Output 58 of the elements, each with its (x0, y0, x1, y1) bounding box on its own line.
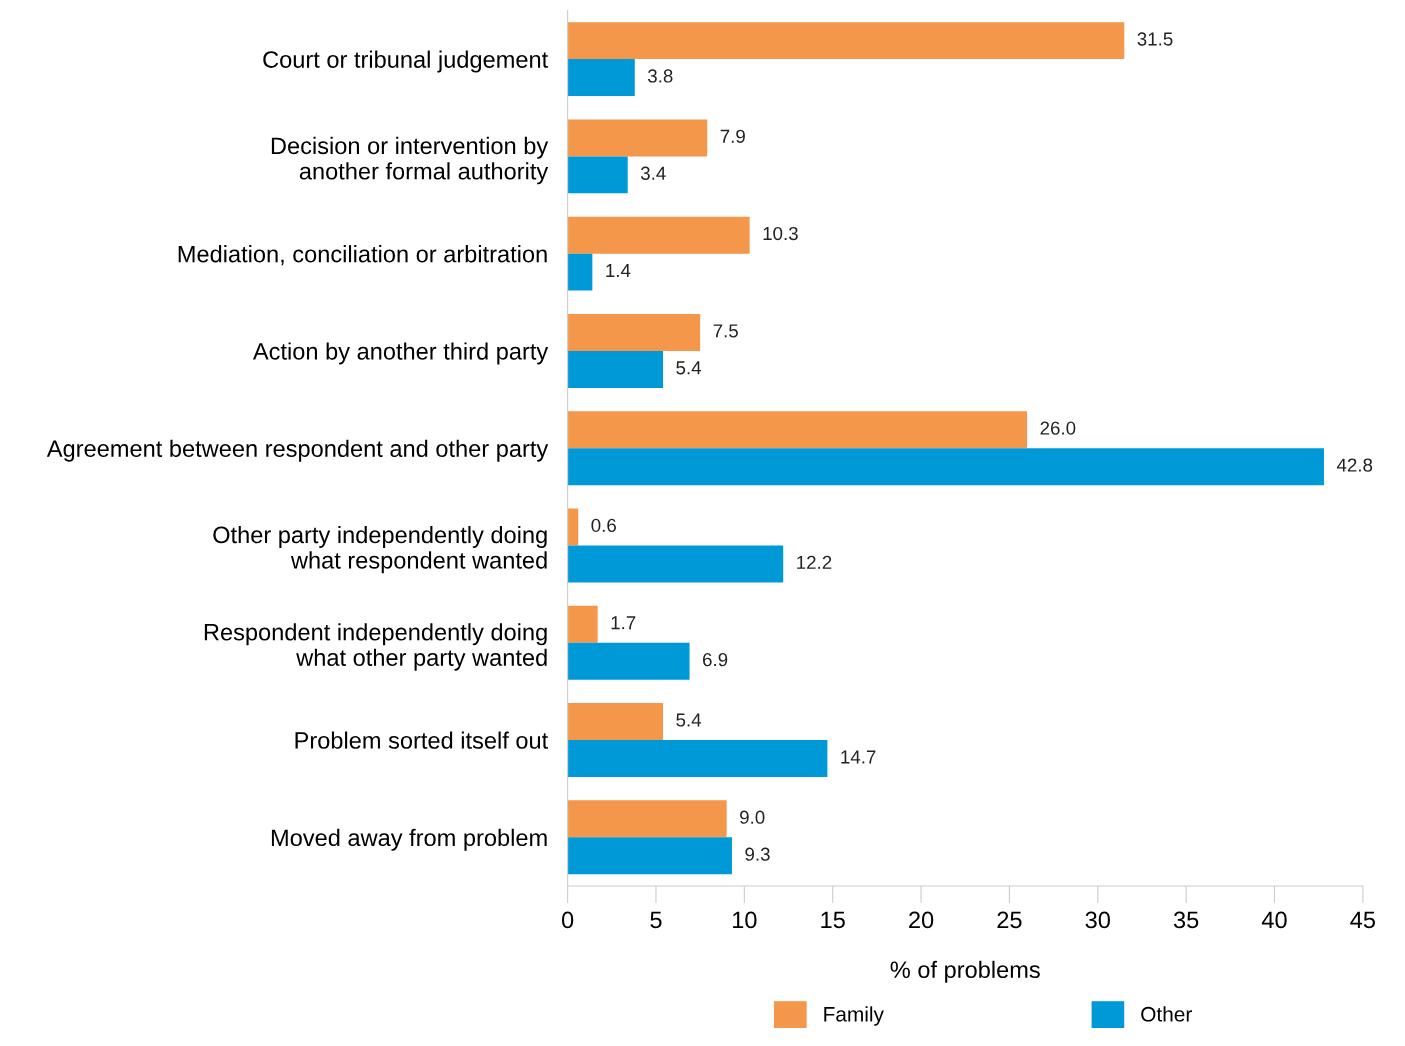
data-label: 10.3 (763, 226, 798, 241)
data-label: 3.8 (647, 69, 673, 83)
legend-label: Family (824, 1006, 884, 1026)
data-label: 0.6 (591, 518, 616, 533)
legend-label: Other (1141, 1006, 1192, 1022)
data-label: 1.4 (606, 264, 631, 277)
x-tick-label: 5 (650, 911, 662, 929)
bar (567, 156, 628, 194)
bar (567, 605, 598, 643)
y-tick-label: Mediation, conciliation or arbitration (178, 245, 547, 266)
data-label: 9.3 (745, 847, 770, 861)
x-tick-label: 25 (997, 911, 1022, 929)
x-tick-label: 40 (1261, 911, 1287, 929)
bar (567, 350, 664, 388)
data-label: 7.5 (713, 324, 738, 338)
x-tick-label: 30 (1085, 911, 1110, 929)
data-label: 26.0 (1040, 421, 1076, 435)
data-label: 31.5 (1137, 32, 1173, 46)
y-tick-label: Agreement between respondent and other party (46, 439, 549, 462)
bar (567, 703, 664, 741)
bar (567, 22, 1125, 60)
y-tick-label: Court or tribunal judgement (263, 50, 549, 73)
bar (567, 545, 784, 583)
bar (567, 216, 750, 254)
y-tick-label: Moved away from problem (271, 828, 547, 851)
data-label: 7.9 (720, 129, 745, 143)
data-label: 14.7 (841, 750, 876, 764)
data-label: 12.2 (797, 555, 832, 569)
bar (567, 448, 1324, 486)
data-label: 6.9 (703, 653, 728, 667)
x-tick-label: 10 (733, 911, 757, 929)
bar (567, 837, 732, 875)
x-axis-title: % of problems (890, 960, 1040, 983)
bar (567, 411, 1028, 449)
bar (567, 800, 727, 838)
data-label: 1.7 (611, 616, 636, 630)
data-label: 9.0 (740, 810, 765, 824)
data-label: 5.4 (676, 361, 702, 375)
x-tick-label: 45 (1350, 911, 1375, 929)
bar (567, 313, 701, 351)
x-tick-label: 20 (909, 911, 934, 929)
bar (567, 642, 690, 680)
y-tick-label: Problem sorted itself out (295, 731, 549, 749)
data-label: 42.8 (1336, 458, 1373, 472)
data-label: 3.4 (640, 166, 666, 180)
bar (567, 508, 579, 546)
y-tick-label: Respondent independently doing what other party wanted (204, 623, 547, 671)
bar (567, 59, 635, 97)
data-label: 5.4 (676, 713, 702, 727)
bar (567, 740, 828, 778)
y-tick-label: Other party independently doing what respondent wanted (213, 525, 547, 574)
y-tick-label: Decision or intervention by another formal authority (271, 136, 549, 185)
x-tick-label: 35 (1173, 911, 1199, 929)
bar (567, 253, 593, 291)
x-tick-label: 15 (821, 911, 845, 929)
bar (567, 119, 708, 157)
y-tick-label: Action by another third party (252, 342, 549, 365)
x-tick-label: 0 (561, 911, 574, 929)
